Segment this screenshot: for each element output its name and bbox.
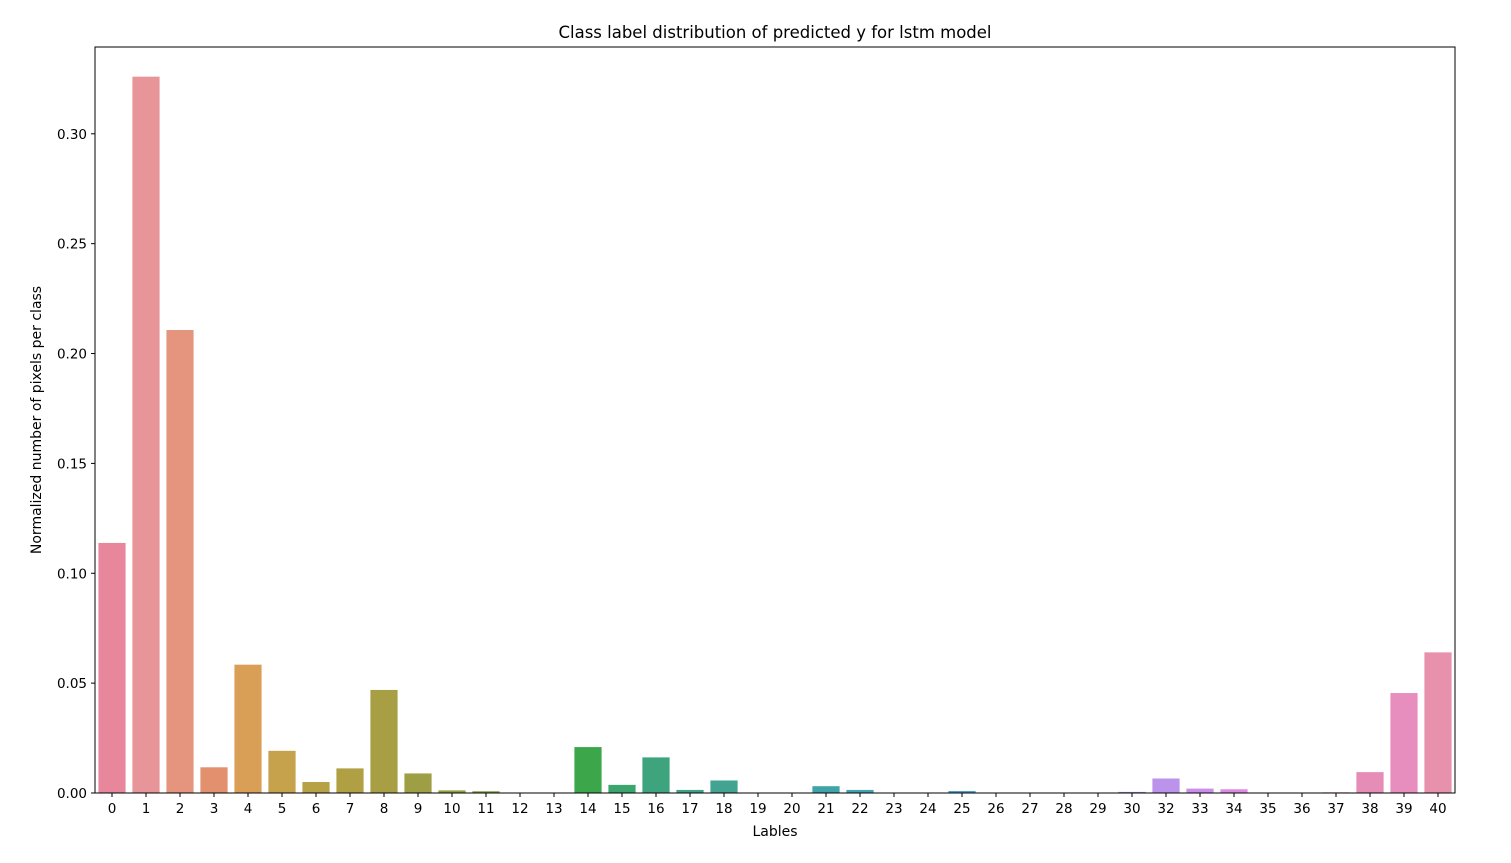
- x-tick-label: 7: [346, 801, 355, 817]
- bar-16: [642, 757, 670, 793]
- y-tick-label: 0.00: [57, 786, 87, 802]
- x-tick-label: 25: [953, 801, 970, 817]
- bar-30: [1118, 791, 1146, 793]
- x-tick-label: 39: [1395, 801, 1412, 817]
- y-tick-label: 0.10: [57, 566, 87, 582]
- x-tick-label: 37: [1327, 801, 1344, 817]
- chart-title: Class label distribution of predicted y …: [558, 23, 991, 42]
- x-axis-ticks: 0 1 2 3 4 5 6 7 8 9 10 11 12 13 14 15 16 17 18 19 20 21 22 23 24…: [108, 793, 1447, 817]
- x-tick-label: 5: [278, 801, 287, 817]
- plot-frame: [94, 46, 1456, 794]
- x-tick-label: 23: [885, 801, 902, 817]
- y-axis-ticks: 0.00 0.05 0.10 0.15 0.20 0.25 0.30: [57, 127, 95, 802]
- bar-9: [404, 773, 432, 793]
- bar-1: [132, 76, 160, 793]
- bar-5: [268, 750, 296, 793]
- y-axis-label: Normalized number of pixels per class: [29, 286, 45, 554]
- y-tick-label: 0.30: [57, 127, 87, 143]
- x-tick-label: 15: [613, 801, 630, 817]
- x-tick-label: 1: [142, 801, 151, 817]
- bar-33: [1186, 788, 1214, 793]
- bar-38: [1356, 772, 1384, 793]
- x-tick-label: 14: [579, 801, 596, 817]
- x-tick-label: 17: [681, 801, 698, 817]
- x-tick-label: 40: [1429, 801, 1446, 817]
- x-tick-label: 9: [414, 801, 423, 817]
- bar-3: [200, 767, 228, 793]
- bar-8: [370, 689, 398, 793]
- x-tick-label: 38: [1361, 801, 1378, 817]
- bar-4: [234, 664, 262, 793]
- bar-39: [1390, 693, 1418, 793]
- bar-10: [438, 790, 466, 793]
- x-tick-label: 2: [176, 801, 185, 817]
- x-tick-label: 0: [108, 801, 117, 817]
- bar-6: [302, 782, 330, 793]
- x-axis-label: Lables: [752, 824, 797, 840]
- bar-22: [846, 789, 874, 793]
- x-tick-label: 13: [545, 801, 562, 817]
- y-tick-label: 0.05: [57, 676, 87, 692]
- x-tick-label: 11: [477, 801, 494, 817]
- x-tick-label: 3: [210, 801, 219, 817]
- x-tick-label: 12: [511, 801, 528, 817]
- x-tick-label: 34: [1225, 801, 1242, 817]
- x-tick-label: 19: [749, 801, 766, 817]
- bar-25: [948, 791, 976, 793]
- x-tick-label: 20: [783, 801, 800, 817]
- bar-0: [98, 542, 126, 793]
- x-tick-label: 22: [851, 801, 868, 817]
- y-tick-label: 0.25: [57, 237, 87, 253]
- x-tick-label: 10: [443, 801, 460, 817]
- x-tick-label: 33: [1191, 801, 1208, 817]
- bars-group: [98, 76, 1452, 793]
- x-tick-label: 29: [1089, 801, 1106, 817]
- bar-17: [676, 789, 704, 793]
- bar-14: [574, 747, 602, 793]
- bar-40: [1424, 652, 1452, 793]
- x-tick-label: 4: [244, 801, 253, 817]
- x-tick-label: 18: [715, 801, 732, 817]
- bar-11: [472, 791, 500, 793]
- bar-18: [710, 780, 738, 793]
- x-tick-label: 16: [647, 801, 664, 817]
- y-tick-label: 0.15: [57, 456, 87, 472]
- x-tick-label: 35: [1259, 801, 1276, 817]
- bar-34: [1220, 789, 1248, 793]
- x-tick-label: 28: [1055, 801, 1072, 817]
- x-tick-label: 27: [1021, 801, 1038, 817]
- x-tick-label: 6: [312, 801, 321, 817]
- bar-32: [1152, 778, 1180, 793]
- x-tick-label: 36: [1293, 801, 1310, 817]
- y-tick-label: 0.20: [57, 347, 87, 363]
- x-tick-label: 30: [1123, 801, 1140, 817]
- x-tick-label: 21: [817, 801, 834, 817]
- x-tick-label: 8: [380, 801, 389, 817]
- x-tick-label: 26: [987, 801, 1004, 817]
- bar-7: [336, 768, 364, 793]
- x-tick-label: 32: [1157, 801, 1174, 817]
- bar-15: [608, 784, 636, 793]
- bar-21: [812, 786, 840, 793]
- bar-2: [166, 330, 194, 793]
- x-tick-label: 24: [919, 801, 936, 817]
